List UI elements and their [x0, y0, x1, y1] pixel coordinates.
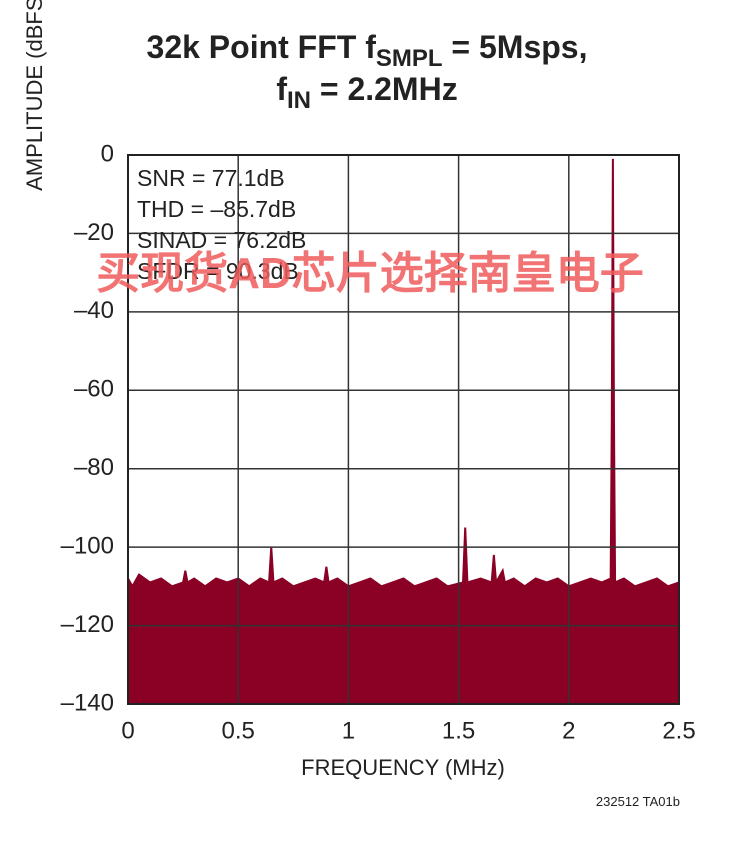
- y-axis-label: AMPLITUDE (dBFS): [22, 0, 47, 191]
- x-tick-label: 1: [342, 717, 355, 744]
- x-tick-label: 2.5: [662, 717, 695, 744]
- chart-title: 32k Point FFT fSMPL = 5Msps,: [147, 29, 588, 72]
- title-part: f: [276, 71, 287, 107]
- title-part: = 5Msps,: [443, 29, 588, 65]
- x-tick-label: 1.5: [442, 717, 475, 744]
- annotation: SINAD = 76.2dB: [137, 227, 306, 253]
- y-tick-label: –60: [74, 376, 114, 403]
- title-part: 32k Point FFT f: [147, 29, 377, 65]
- annotation: SNR = 77.1dB: [137, 165, 285, 191]
- title-part: = 2.2MHz: [311, 71, 458, 107]
- x-tick-label: 2: [562, 717, 575, 744]
- y-tick-label: –120: [61, 611, 114, 638]
- annotation: SFDR = 90.3dB: [137, 258, 299, 284]
- title-part: IN: [287, 87, 311, 114]
- y-tick-label: –100: [61, 532, 114, 559]
- footnote: 232512 TA01b: [596, 794, 680, 809]
- y-tick-label: –40: [74, 297, 114, 324]
- spectrum-area: [127, 158, 680, 705]
- watermark: 买现货AD芯片选择南皇电子: [96, 249, 644, 298]
- x-tick-label: 0.5: [222, 717, 255, 744]
- y-tick-label: –20: [74, 219, 114, 246]
- annotation: THD = –85.7dB: [137, 196, 296, 222]
- x-axis-label: FREQUENCY (MHz): [301, 755, 505, 780]
- y-tick-label: –80: [74, 454, 114, 481]
- title-part: SMPL: [376, 45, 443, 72]
- x-tick-label: 0: [121, 717, 134, 744]
- plot-frame: [127, 154, 680, 705]
- y-tick-label: –140: [61, 689, 114, 716]
- chart-title: fIN = 2.2MHz: [276, 71, 457, 114]
- y-tick-label: 0: [101, 140, 114, 167]
